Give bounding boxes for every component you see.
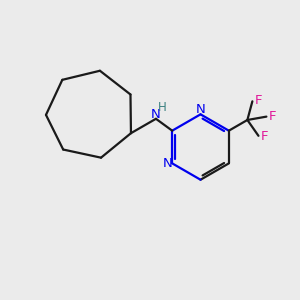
Text: N: N bbox=[151, 107, 160, 121]
Text: N: N bbox=[196, 103, 206, 116]
Text: N: N bbox=[163, 157, 173, 170]
Text: F: F bbox=[261, 130, 268, 143]
Text: F: F bbox=[255, 94, 263, 106]
Text: H: H bbox=[158, 101, 167, 114]
Text: F: F bbox=[269, 110, 277, 123]
